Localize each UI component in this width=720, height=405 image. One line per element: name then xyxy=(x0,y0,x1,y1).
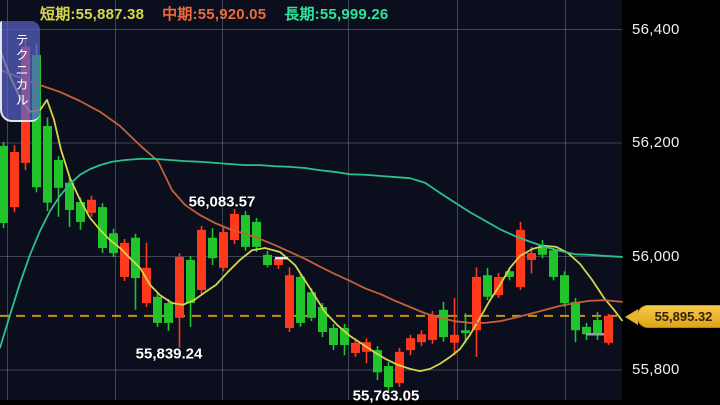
candle-body xyxy=(318,307,327,332)
candle-body xyxy=(120,242,129,277)
candle-body xyxy=(439,309,448,338)
y-axis-label: 56,000 xyxy=(632,247,680,265)
candle-body xyxy=(0,145,8,224)
candle-body xyxy=(274,258,283,266)
candle-body xyxy=(76,202,85,222)
candle-body xyxy=(483,275,492,297)
candle-body xyxy=(98,207,107,248)
candle-body xyxy=(54,160,63,188)
candle-body xyxy=(351,342,360,353)
candle-body xyxy=(164,303,173,323)
candle-body xyxy=(43,125,52,203)
candle-body xyxy=(10,152,19,208)
candle-body xyxy=(32,55,41,188)
candle-body xyxy=(197,229,206,290)
candle-body xyxy=(384,366,393,388)
candle-body xyxy=(65,182,74,210)
candle-body xyxy=(582,326,591,335)
candle-body xyxy=(219,232,228,268)
ma-legend: 短期:55,887.38 中期:55,920.05 長期:55,999.26 xyxy=(40,3,388,24)
candle-body xyxy=(406,338,415,351)
candle-body xyxy=(208,237,217,259)
candle-body xyxy=(252,221,261,247)
price-annotation-high: 56,083.57 xyxy=(188,193,256,211)
candle-body xyxy=(450,334,459,343)
candle-body xyxy=(417,334,426,343)
legend-mid-term: 中期:55,920.05 xyxy=(162,6,267,23)
technical-tab[interactable]: テクニカル xyxy=(0,21,40,122)
candle-body xyxy=(340,328,349,346)
candle-body xyxy=(538,246,547,255)
ma-line-mid xyxy=(0,68,623,324)
y-axis-label: 55,800 xyxy=(632,361,680,378)
time-axis-strip xyxy=(0,400,720,405)
legend-long-term: 長期:55,999.26 xyxy=(284,6,389,23)
candle-body xyxy=(604,315,613,343)
candle-body xyxy=(428,314,437,340)
candle-body xyxy=(87,199,96,213)
candle-body xyxy=(373,350,382,373)
y-axis-label: 56,400 xyxy=(632,20,680,38)
candle-body xyxy=(142,267,151,304)
chart-background xyxy=(0,0,622,400)
candle-body xyxy=(285,275,294,329)
candle-body xyxy=(329,328,338,346)
candle-body xyxy=(263,254,272,266)
price-annotation-low2: 55,763.05 xyxy=(352,387,420,405)
candle-body xyxy=(516,229,525,288)
technical-tab-label: テクニカル xyxy=(13,33,29,108)
candle-body xyxy=(296,276,305,323)
candle-body xyxy=(395,351,404,384)
candle-body xyxy=(593,320,602,334)
candle-body xyxy=(527,253,536,260)
candle-body xyxy=(461,330,470,334)
candle-body xyxy=(571,301,580,331)
price-annotation-low1: 55,839.24 xyxy=(135,345,203,363)
current-price-badge: 55,895.32 xyxy=(637,305,720,328)
candle-body xyxy=(131,237,140,279)
ma-line-short xyxy=(0,49,623,373)
legend-short-term: 短期:55,887.38 xyxy=(40,6,145,23)
candle-body xyxy=(549,250,558,277)
ma-line-long xyxy=(0,157,623,349)
candle-body xyxy=(472,276,481,331)
candle-body xyxy=(560,275,569,304)
candle-body xyxy=(505,271,514,277)
candle-body xyxy=(230,213,239,241)
candle-body xyxy=(186,259,195,304)
candle-body xyxy=(153,296,162,323)
current-price-value: 55,895.32 xyxy=(654,309,713,324)
candle-body xyxy=(241,215,250,247)
candle-body xyxy=(307,292,316,318)
candle-body xyxy=(175,257,184,318)
y-axis-label: 56,200 xyxy=(632,134,680,151)
